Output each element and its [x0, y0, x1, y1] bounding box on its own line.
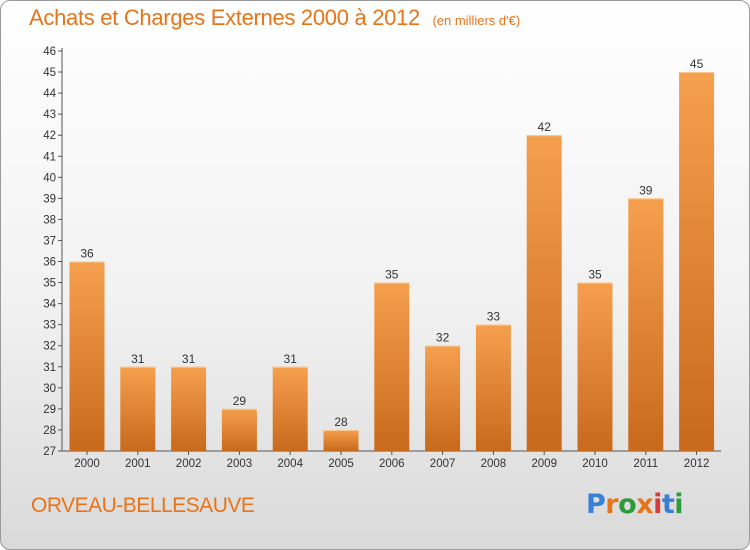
y-tick-label: 28 [43, 425, 56, 437]
data-label: 42 [538, 120, 552, 134]
data-label: 45 [690, 57, 704, 71]
x-tick-label: 2011 [633, 458, 658, 470]
bar [221, 408, 257, 451]
y-tick-label: 27 [43, 446, 56, 458]
x-tick-label: 2002 [176, 458, 202, 470]
y-tick-label: 34 [43, 299, 56, 311]
x-tick-label: 2001 [125, 458, 151, 470]
x-tick-label: 2000 [74, 458, 100, 470]
data-label: 28 [334, 415, 348, 429]
data-label: 33 [487, 310, 501, 324]
x-tick-label: 2008 [481, 458, 507, 470]
y-tick-label: 35 [43, 278, 56, 290]
y-tick-label: 29 [43, 404, 56, 416]
logo-letter: t [661, 489, 675, 520]
y-tick-label: 45 [43, 67, 56, 79]
y-tick-label: 39 [43, 193, 56, 205]
data-label: 39 [639, 183, 653, 197]
bar [526, 135, 562, 452]
logo-letter: x [636, 489, 654, 520]
bar [577, 282, 613, 451]
y-tick-label: 32 [43, 341, 56, 353]
data-label: 35 [588, 268, 602, 282]
logo-letter: i [674, 489, 684, 520]
y-tick-label: 41 [43, 151, 56, 163]
y-tick-label: 42 [43, 130, 56, 142]
x-tick-label: 2007 [430, 458, 456, 470]
x-tick-label: 2012 [684, 458, 710, 470]
x-tick-label: 2005 [328, 458, 354, 470]
y-tick-label: 31 [43, 362, 56, 374]
data-label: 35 [385, 268, 399, 282]
data-label: 31 [182, 352, 196, 366]
data-label: 31 [131, 352, 145, 366]
y-tick-label: 43 [43, 109, 56, 121]
bar [374, 282, 410, 451]
y-tick-label: 38 [43, 214, 56, 226]
bar [69, 261, 105, 451]
proxiti-logo: Proxiti [586, 489, 684, 520]
logo-letter: i [653, 489, 662, 520]
y-tick-label: 40 [43, 172, 56, 184]
y-tick-label: 37 [43, 235, 56, 247]
bar [425, 345, 461, 451]
bar [120, 366, 156, 451]
data-label: 32 [436, 331, 450, 345]
chart-unit: (en milliers d'€) [432, 13, 521, 28]
logo-letter: r [605, 489, 619, 520]
x-tick-label: 2004 [277, 458, 303, 470]
chart-title-block: Achats et Charges Externes 2000 à 2012 (… [29, 5, 520, 31]
data-label: 29 [233, 394, 247, 408]
data-label: 36 [80, 247, 94, 261]
y-tick-label: 36 [43, 257, 56, 269]
bar [679, 72, 715, 451]
y-tick-label: 46 [43, 46, 56, 58]
data-label: 31 [284, 352, 298, 366]
chart-title: Achats et Charges Externes 2000 à 2012 [29, 5, 420, 30]
y-tick-label: 33 [43, 320, 56, 332]
x-tick-label: 2006 [379, 458, 405, 470]
x-tick-label: 2010 [582, 458, 608, 470]
bar [171, 366, 207, 451]
logo-letter: P [586, 489, 606, 520]
logo-letter: o [618, 489, 637, 520]
bar [272, 366, 308, 451]
x-tick-label: 2003 [227, 458, 253, 470]
commune-name: ORVEAU-BELLESAUVE [31, 494, 255, 517]
y-tick-label: 44 [43, 88, 56, 100]
bar [475, 324, 511, 451]
x-tick-label: 2009 [531, 458, 557, 470]
bar [323, 429, 359, 451]
y-tick-label: 30 [43, 383, 56, 395]
bar [628, 198, 664, 451]
